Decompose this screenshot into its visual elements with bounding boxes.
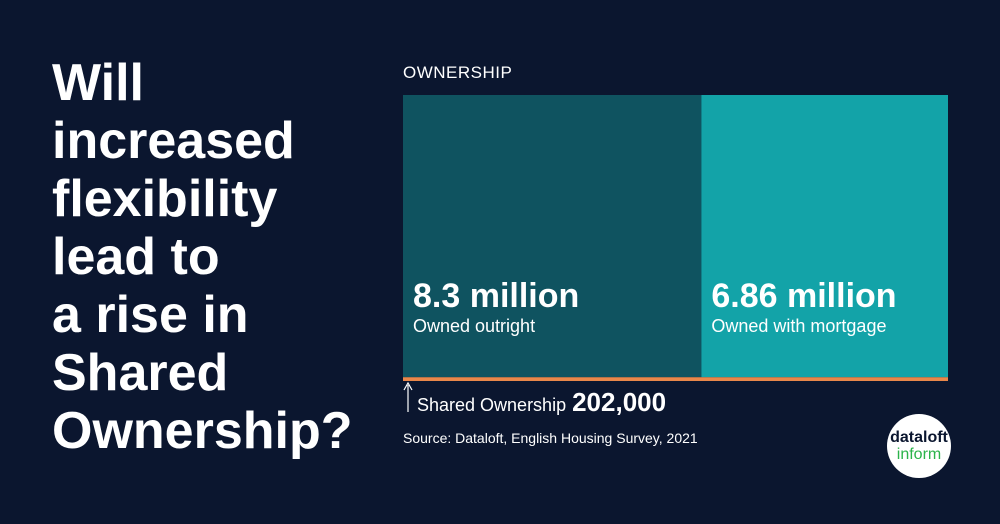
strip-label: Shared Ownership 202,000: [417, 387, 666, 417]
headline-line: a rise in: [52, 286, 249, 344]
category-label: Owned with mortgage: [711, 316, 886, 336]
pointer-head: [403, 381, 413, 391]
logo-badge: [887, 414, 951, 478]
category-label: Shared Ownership: [417, 395, 566, 415]
headline-line: increased: [52, 112, 295, 170]
logo-subtext: inform: [897, 446, 941, 463]
source: Source: Dataloft, English Housing Survey…: [403, 430, 698, 446]
headline-line: Ownership?: [52, 402, 352, 460]
area-strip: [403, 377, 948, 381]
area-block: [701, 95, 948, 378]
headline-line: lead to: [52, 228, 220, 286]
headline-line: flexibility: [52, 170, 277, 228]
value-label: 202,000: [572, 387, 666, 417]
area-block: [403, 95, 702, 378]
logo-text: dataloft: [890, 429, 948, 446]
headline-line: Shared: [52, 344, 228, 402]
value-label: 6.86 million: [711, 277, 896, 315]
chart-title: OWNERSHIP: [403, 63, 512, 82]
headline-line: Will: [52, 54, 144, 112]
category-label: Owned outright: [413, 316, 535, 336]
value-label: 8.3 million: [413, 277, 579, 315]
